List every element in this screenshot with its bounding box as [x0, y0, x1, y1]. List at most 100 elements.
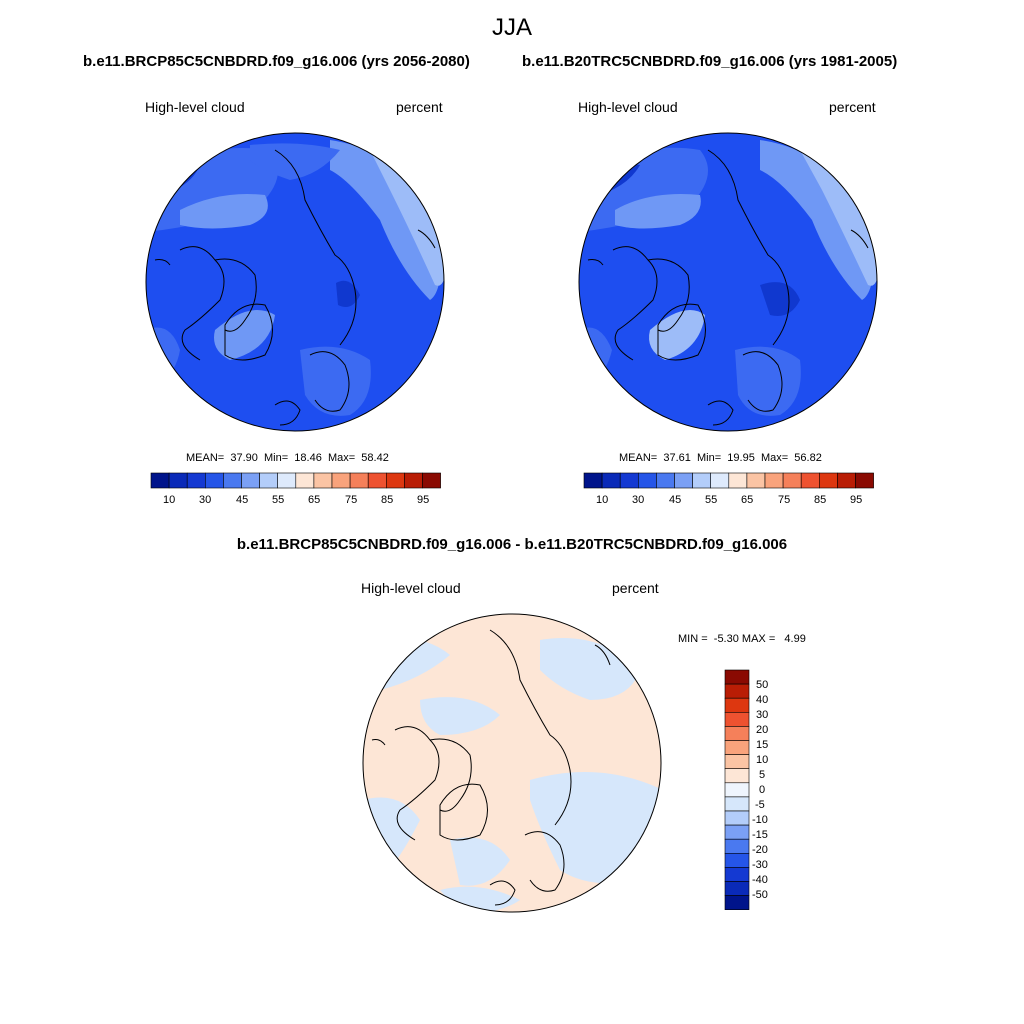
diff-map-outline — [362, 613, 662, 913]
diff-cb-label: -15 — [752, 829, 768, 841]
left-stats: MEAN= 37.90 Min= 18.46 Max= 58.42 — [186, 452, 389, 464]
left-units-label: percent — [396, 99, 443, 115]
diff-cb-label: 40 — [756, 694, 769, 706]
diff-colorbar-swatch — [724, 754, 750, 769]
right-colorbar-swatch — [818, 472, 838, 489]
left-max-value: 58.42 — [361, 452, 389, 464]
right-max-value: 56.82 — [794, 452, 822, 464]
right-cb-label: 10 — [596, 494, 609, 506]
difference-colorbar — [724, 669, 750, 910]
diff-variable-label: High-level cloud — [361, 580, 461, 596]
diff-colorbar-swatch — [724, 867, 750, 882]
right-colorbar-swatch — [583, 472, 603, 489]
left-colorbar-swatch — [150, 472, 170, 489]
diff-cb-label: -10 — [752, 814, 768, 826]
diff-colorbar-swatch — [724, 768, 750, 784]
diff-map-field-region — [420, 697, 500, 735]
left-map-field-region — [370, 150, 444, 286]
left-colorbar-swatch — [349, 472, 369, 489]
diff-colorbar-swatch — [724, 796, 750, 812]
right-stats: MEAN= 37.61 Min= 19.95 Max= 56.82 — [619, 452, 822, 464]
left-colorbar-swatch — [259, 472, 279, 489]
right-map-field-region — [800, 150, 877, 286]
right-colorbar — [583, 472, 874, 489]
left-panel-title: b.e11.BRCP85C5CNBDRD.f09_g16.006 (yrs 20… — [83, 53, 470, 70]
left-cb-label: 65 — [308, 494, 321, 506]
diff-cb-label: 30 — [756, 709, 769, 721]
right-colorbar-swatch — [855, 472, 874, 489]
right-map-coastlines — [587, 149, 869, 426]
left-map-field-region — [300, 346, 371, 416]
left-map-coastlines — [154, 149, 436, 426]
right-colorbar-swatch — [837, 472, 856, 489]
left-colorbar — [150, 472, 441, 489]
left-mean-value: 37.90 — [230, 452, 258, 464]
right-map-outline — [578, 132, 878, 432]
diff-cb-label: 50 — [756, 679, 769, 691]
diff-cb-label: -50 — [752, 889, 768, 901]
left-cb-label: 95 — [417, 494, 430, 506]
difference-panel-title: b.e11.BRCP85C5CNBDRD.f09_g16.006 - b.e11… — [236, 536, 788, 553]
left-map-field-region — [214, 310, 275, 360]
left-cb-label: 30 — [199, 494, 212, 506]
diff-cb-label: 0 — [759, 784, 766, 796]
diff-colorbar-swatch — [724, 824, 750, 840]
left-colorbar-swatch — [168, 472, 188, 489]
diff-colorbar-swatch — [724, 740, 750, 755]
diff-cb-label: -30 — [752, 859, 768, 871]
diff-cb-label: 5 — [759, 769, 766, 781]
left-cb-label: 55 — [272, 494, 285, 506]
right-colorbar-swatch — [800, 472, 820, 489]
right-colorbar-swatch — [728, 472, 748, 489]
left-colorbar-swatch — [367, 472, 387, 489]
diff-min-value: -5.30 — [713, 633, 739, 645]
right-min-value: 19.95 — [727, 452, 755, 464]
left-cb-label: 45 — [236, 494, 249, 506]
diff-colorbar-swatch — [724, 683, 750, 699]
right-colorbar-swatch — [637, 472, 657, 489]
right-colorbar-swatch — [782, 472, 802, 489]
left-map — [145, 132, 445, 432]
left-map-field-region — [330, 140, 442, 300]
right-colorbar-swatch — [656, 472, 675, 489]
right-colorbar-swatch — [601, 472, 621, 489]
left-cb-label: 10 — [163, 494, 176, 506]
right-colorbar-swatch — [692, 472, 711, 489]
right-cb-label: 65 — [741, 494, 754, 506]
figure-title: JJA — [491, 14, 532, 41]
right-panel-title: b.e11.B20TRC5CNBDRD.f09_g16.006 (yrs 198… — [522, 53, 898, 70]
left-colorbar-swatch — [385, 472, 405, 489]
left-map-field-region — [180, 194, 268, 229]
diff-map-coastlines — [371, 629, 611, 906]
left-colorbar-swatch — [331, 472, 351, 489]
diff-colorbar-swatch — [724, 726, 750, 741]
right-cb-label: 55 — [705, 494, 718, 506]
left-colorbar-swatch — [313, 472, 333, 489]
left-map-field-region — [250, 143, 340, 180]
left-cb-label: 85 — [381, 494, 394, 506]
left-colorbar-swatch — [404, 472, 423, 489]
right-cb-label: 75 — [778, 494, 791, 506]
left-colorbar-swatch — [422, 472, 441, 489]
diff-cb-label: -5 — [755, 799, 765, 811]
left-colorbar-swatch — [277, 472, 297, 489]
right-map-field-region — [649, 310, 705, 360]
right-cb-label: 30 — [632, 494, 645, 506]
diff-cb-label: 20 — [756, 724, 769, 736]
diff-cb-label: -40 — [752, 874, 768, 886]
diff-units-label: percent — [612, 580, 659, 596]
right-cb-label: 85 — [814, 494, 827, 506]
right-colorbar-swatch — [764, 472, 784, 489]
diff-colorbar-swatch — [724, 895, 750, 910]
diff-colorbar-swatch — [724, 810, 750, 826]
left-min-value: 18.46 — [294, 452, 322, 464]
diff-colorbar-swatch — [724, 782, 750, 798]
right-cb-label: 95 — [850, 494, 863, 506]
left-colorbar-swatch — [295, 472, 315, 489]
diff-colorbar-swatch — [724, 881, 750, 896]
right-map — [578, 132, 878, 432]
left-colorbar-swatch — [223, 472, 242, 489]
diff-colorbar-swatch — [724, 669, 750, 685]
diff-colorbar-swatch — [724, 852, 750, 868]
